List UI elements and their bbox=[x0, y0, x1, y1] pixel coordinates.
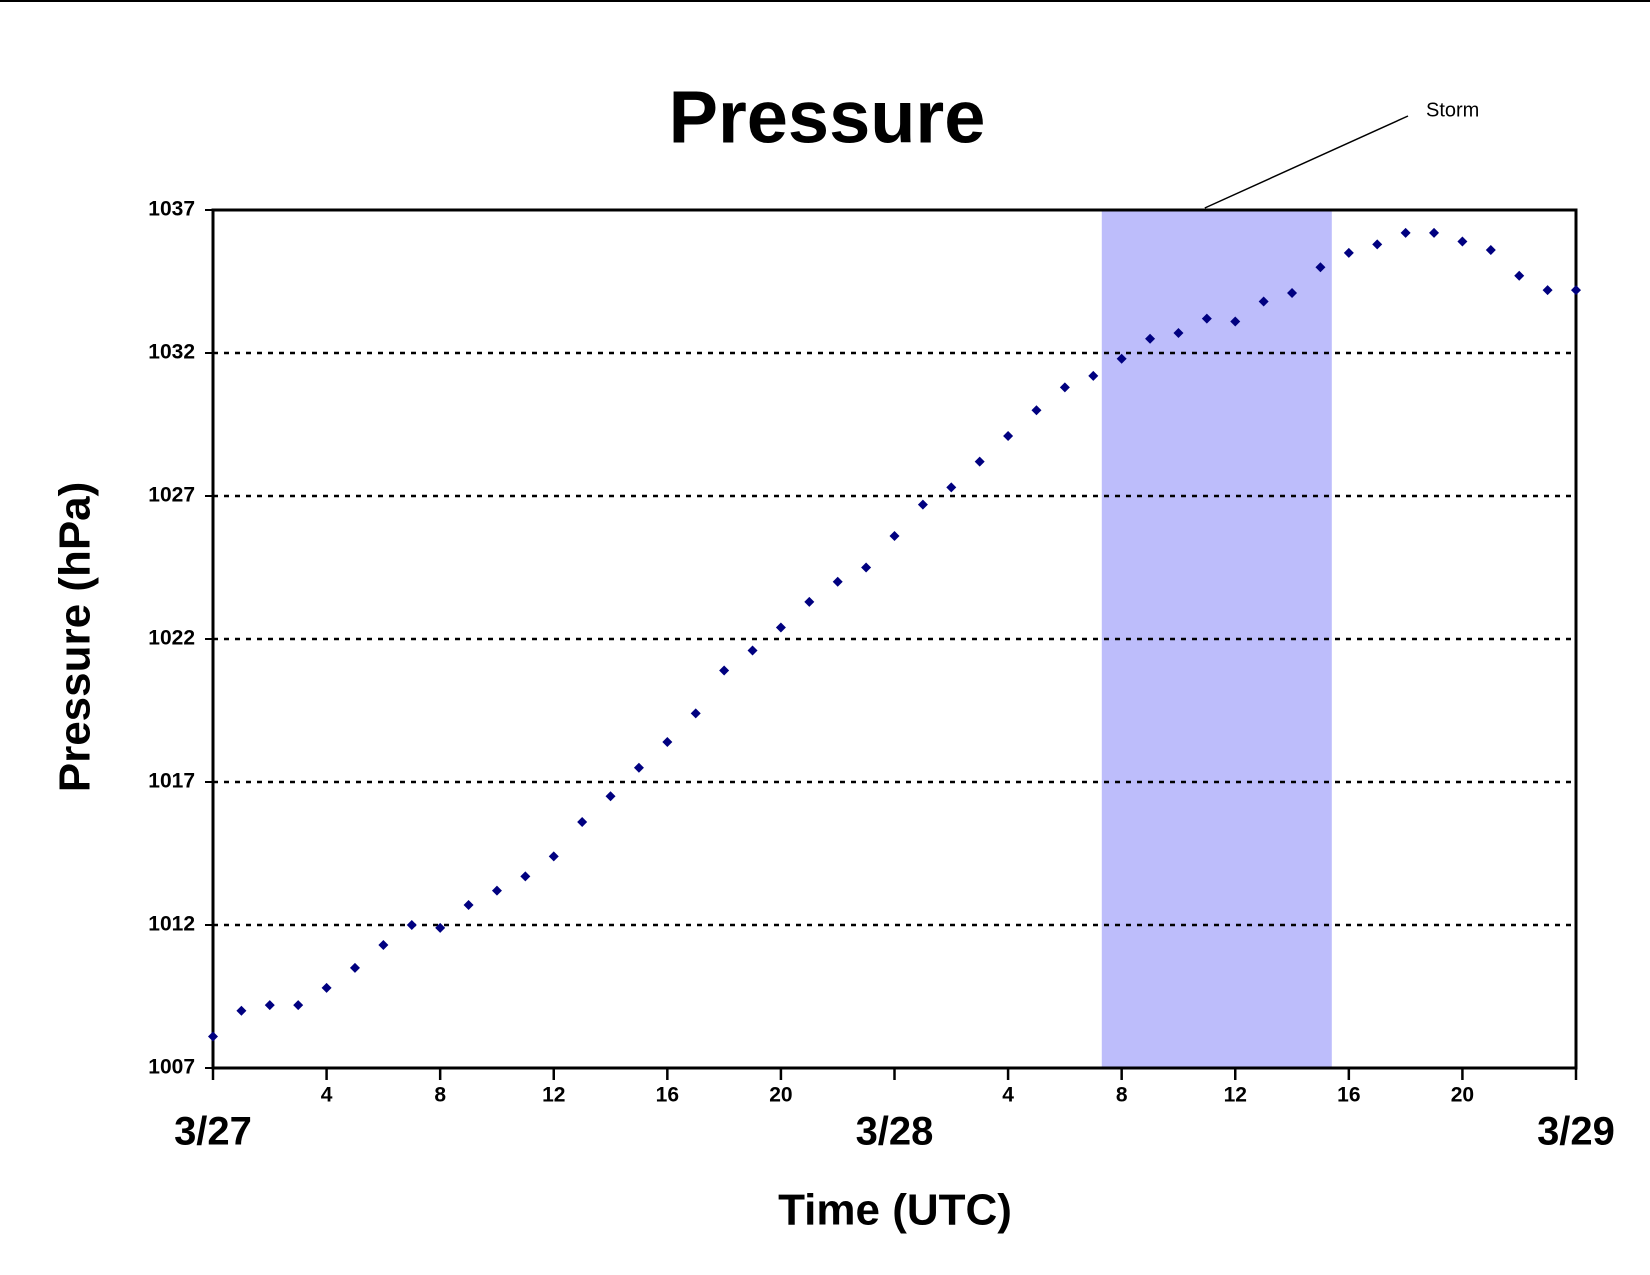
data-point bbox=[832, 576, 843, 587]
data-point bbox=[1514, 270, 1525, 281]
data-point bbox=[747, 645, 758, 656]
y-tick-label: 1007 bbox=[148, 1056, 195, 1079]
data-point bbox=[889, 531, 900, 542]
data-point bbox=[1230, 316, 1241, 327]
data-point bbox=[719, 665, 730, 676]
data-point bbox=[974, 456, 985, 467]
y-tick-label: 1037 bbox=[148, 198, 195, 221]
data-point bbox=[1400, 227, 1411, 238]
data-point bbox=[1116, 353, 1127, 364]
data-point bbox=[349, 962, 360, 973]
data-point bbox=[293, 1000, 304, 1011]
x-tick-label: 4 bbox=[1002, 1084, 1014, 1107]
data-point bbox=[1315, 262, 1326, 273]
y-tick-label: 1022 bbox=[148, 627, 195, 650]
data-point bbox=[236, 1005, 247, 1016]
data-point bbox=[804, 596, 815, 607]
data-point bbox=[321, 982, 332, 993]
y-tick-label: 1017 bbox=[148, 770, 195, 793]
data-point bbox=[775, 622, 786, 633]
x-tick-label: 12 bbox=[542, 1084, 565, 1107]
data-point bbox=[208, 1031, 218, 1042]
data-point bbox=[406, 920, 417, 930]
annotation-text: Storm bbox=[1426, 99, 1479, 121]
x-axis-label: Time (UTC) bbox=[778, 1186, 1012, 1235]
x-tick-label: 16 bbox=[1337, 1084, 1360, 1107]
data-point bbox=[1287, 287, 1298, 298]
date-label: 3/27 bbox=[174, 1110, 252, 1154]
y-tick-label: 1027 bbox=[148, 484, 195, 507]
x-tick-label: 4 bbox=[321, 1084, 333, 1107]
x-tick-label: 8 bbox=[434, 1084, 446, 1107]
data-point bbox=[1372, 239, 1383, 250]
x-tick-label: 20 bbox=[1451, 1084, 1474, 1107]
plot-frame bbox=[211, 208, 1578, 1070]
data-point bbox=[463, 899, 474, 910]
data-point bbox=[1145, 333, 1156, 344]
y-axis-label: Pressure (hPa) bbox=[51, 482, 100, 793]
data-point bbox=[548, 851, 559, 862]
data-point bbox=[1429, 227, 1440, 238]
x-tick-label: 16 bbox=[656, 1084, 679, 1107]
date-label: 3/28 bbox=[856, 1110, 934, 1154]
data-point bbox=[1258, 296, 1269, 307]
chart-title: Pressure bbox=[669, 76, 986, 159]
annotation-leader bbox=[1204, 115, 1409, 209]
data-point bbox=[1343, 247, 1354, 258]
data-point bbox=[861, 562, 872, 573]
x-tick-label: 12 bbox=[1224, 1084, 1247, 1107]
data-point bbox=[1485, 245, 1496, 256]
data-point bbox=[1571, 285, 1581, 296]
data-point bbox=[1059, 382, 1070, 393]
data-point bbox=[577, 817, 588, 828]
data-point bbox=[1003, 430, 1014, 441]
data-point bbox=[378, 940, 389, 951]
data-point bbox=[520, 871, 531, 882]
data-point bbox=[633, 762, 644, 773]
data-point bbox=[1088, 370, 1099, 381]
y-tick-label: 1012 bbox=[148, 913, 195, 936]
data-point bbox=[1173, 327, 1184, 338]
data-point bbox=[917, 499, 928, 510]
data-point bbox=[435, 922, 446, 933]
date-label: 3/29 bbox=[1537, 1110, 1615, 1154]
data-point bbox=[1031, 405, 1042, 416]
data-point bbox=[690, 708, 701, 719]
data-point bbox=[1457, 236, 1468, 247]
data-point bbox=[264, 1000, 275, 1011]
data-point bbox=[491, 885, 502, 896]
x-tick-label: 8 bbox=[1116, 1084, 1128, 1107]
data-point bbox=[662, 736, 673, 747]
y-tick-label: 1032 bbox=[148, 341, 195, 364]
data-point bbox=[605, 791, 616, 802]
data-point bbox=[946, 482, 957, 493]
data-point bbox=[1201, 313, 1212, 324]
x-tick-label: 20 bbox=[769, 1084, 792, 1107]
data-point bbox=[1542, 285, 1553, 296]
